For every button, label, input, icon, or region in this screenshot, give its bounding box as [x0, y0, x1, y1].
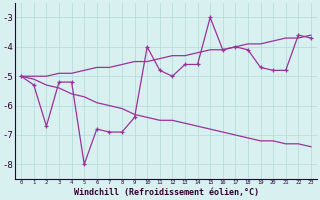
X-axis label: Windchill (Refroidissement éolien,°C): Windchill (Refroidissement éolien,°C) [74, 188, 259, 197]
